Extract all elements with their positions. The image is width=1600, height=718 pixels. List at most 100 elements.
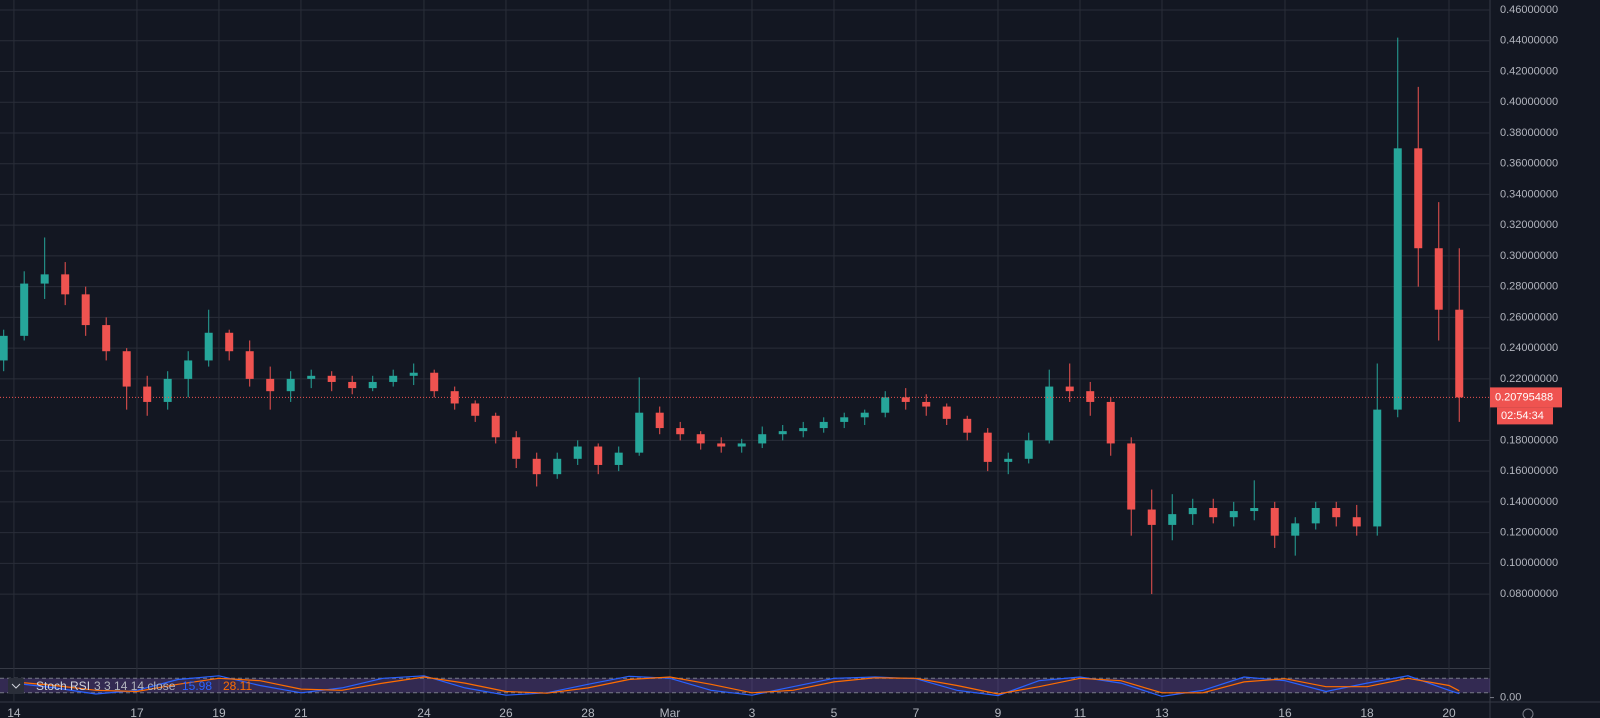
candle-body xyxy=(573,446,582,459)
candle-body xyxy=(1414,148,1423,249)
y-tick-label: 0.30000000 xyxy=(1500,250,1558,262)
y-tick-label: 0.28000000 xyxy=(1500,281,1558,293)
candle-body xyxy=(901,397,910,402)
candle-body xyxy=(1147,509,1156,525)
y-tick-label: 0.16000000 xyxy=(1500,465,1558,477)
x-tick-label: 28 xyxy=(581,706,595,718)
candle-body xyxy=(20,283,29,336)
candle-body xyxy=(204,332,213,361)
y-tick-label: 0.22000000 xyxy=(1500,373,1558,385)
candle-body xyxy=(368,381,377,389)
candle-body xyxy=(471,403,480,416)
candle-body xyxy=(614,452,623,465)
candle-body xyxy=(1086,391,1095,402)
candle-body xyxy=(819,421,828,429)
x-tick-label: 14 xyxy=(7,706,21,718)
candle-body xyxy=(840,417,849,422)
x-tick-label: 18 xyxy=(1360,706,1374,718)
candle-body xyxy=(1127,443,1136,510)
candle-body xyxy=(102,325,111,352)
candle-body xyxy=(1188,507,1197,515)
x-tick-label: 26 xyxy=(499,706,513,718)
y-tick-label: 0.12000000 xyxy=(1500,526,1558,538)
y-tick-label: 0.42000000 xyxy=(1500,65,1558,77)
candle-body xyxy=(81,294,90,326)
y-tick-label: 0.44000000 xyxy=(1500,35,1558,47)
chevron-icon xyxy=(11,683,21,689)
indicator-title: Stoch RSI xyxy=(36,679,90,693)
candle-body xyxy=(1455,309,1464,398)
candle-body xyxy=(184,360,193,379)
k-value: 15.98 xyxy=(182,679,212,693)
candle-body xyxy=(983,432,992,462)
candle-body xyxy=(1311,507,1320,524)
y-tick-label: 0.38000000 xyxy=(1500,127,1558,139)
y-tick-label: 0.14000000 xyxy=(1500,496,1558,508)
y-tick-label: 0.40000000 xyxy=(1500,96,1558,108)
candle-body xyxy=(327,375,336,382)
y-tick-label: 0.10000000 xyxy=(1500,557,1558,569)
candle-body xyxy=(635,412,644,453)
d-value: 28.11 xyxy=(223,679,252,693)
candle-body xyxy=(655,412,664,429)
candle-body xyxy=(1065,386,1074,392)
candle-body xyxy=(1332,507,1341,518)
candle-body xyxy=(450,391,459,404)
candle-body xyxy=(737,443,746,447)
countdown-label: 02:54:34 xyxy=(1501,410,1544,422)
candle-body xyxy=(1393,148,1402,410)
y-tick-label: 0.36000000 xyxy=(1500,158,1558,170)
candle-body xyxy=(1352,517,1361,527)
y-tick-label: 0.46000000 xyxy=(1500,4,1558,16)
y-tick-label: 0.18000000 xyxy=(1500,434,1558,446)
x-tick-label: 21 xyxy=(294,706,308,718)
candle-body xyxy=(0,335,8,361)
candle-body xyxy=(1270,507,1279,536)
candle-body xyxy=(286,378,295,392)
candle-body xyxy=(1373,409,1382,527)
candle-body xyxy=(61,274,70,295)
x-tick-label: 24 xyxy=(417,706,431,718)
plot xyxy=(0,37,1490,698)
candle-body xyxy=(1250,507,1259,512)
x-tick-label: 19 xyxy=(212,706,226,718)
candle-body xyxy=(1209,507,1218,518)
candle-body xyxy=(430,372,439,392)
last-price-tag xyxy=(1490,387,1562,408)
y-tick-label: 0.24000000 xyxy=(1500,342,1558,354)
candle-body xyxy=(1004,458,1013,462)
collapse-button[interactable] xyxy=(8,678,24,694)
y-tick-label: 0.26000000 xyxy=(1500,311,1558,323)
x-tick-label: 7 xyxy=(913,706,920,718)
candle-body xyxy=(860,412,869,418)
candle-body xyxy=(594,446,603,465)
settings-button[interactable] xyxy=(1522,708,1534,718)
x-tick-label: 13 xyxy=(1155,706,1169,718)
candle-body xyxy=(512,437,521,459)
candle-body xyxy=(1168,514,1177,525)
candle-body xyxy=(696,434,705,444)
candle-body xyxy=(163,378,172,402)
indicator-legend: Stoch RSI 3 3 14 14 close 15.98 28.11 xyxy=(8,678,252,694)
candle-body xyxy=(942,406,951,419)
x-tick-label: 20 xyxy=(1442,706,1456,718)
candle-body xyxy=(717,443,726,447)
last-price-label: 0.20795488 xyxy=(1495,391,1553,403)
candle-body xyxy=(922,401,931,407)
countdown-tag xyxy=(1497,407,1553,425)
grid xyxy=(0,0,1490,702)
candle-body xyxy=(758,434,767,444)
candle-body xyxy=(799,428,808,432)
x-tick-label: 3 xyxy=(749,706,756,718)
y-tick-label: 0.08000000 xyxy=(1500,588,1558,600)
candle-body xyxy=(122,351,131,387)
candle-body xyxy=(1106,401,1115,444)
x-tick-label: 11 xyxy=(1074,706,1087,718)
candle-body xyxy=(143,386,152,402)
candle-body xyxy=(553,458,562,475)
x-tick-label: 9 xyxy=(995,706,1002,718)
indicator-params: 3 3 14 14 close xyxy=(94,679,176,693)
candle-body xyxy=(881,397,890,413)
